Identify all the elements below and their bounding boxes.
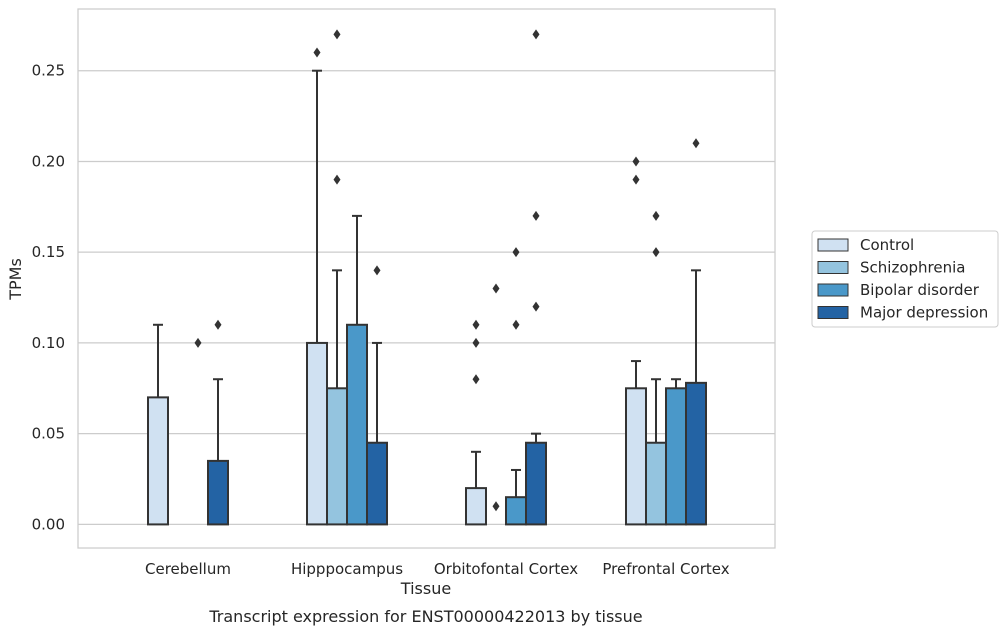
bar	[147, 396, 169, 526]
outlier-point	[632, 156, 640, 167]
legend-swatch	[817, 283, 849, 297]
bar	[207, 459, 229, 526]
outlier-point	[652, 210, 660, 221]
bar	[645, 441, 667, 526]
x-tick-label: Hipppocampus	[291, 560, 403, 578]
bar	[326, 387, 348, 526]
outlier-point	[373, 265, 381, 276]
outlier-point	[532, 210, 540, 221]
outlier-point	[532, 301, 540, 312]
legend-frame	[811, 230, 999, 328]
outlier-point	[472, 337, 480, 348]
legend-label: Schizophrenia	[860, 259, 965, 277]
outlier-point	[492, 283, 500, 294]
legend-swatch	[817, 238, 849, 252]
legend-label: Control	[860, 236, 914, 254]
legend-swatch	[817, 306, 849, 319]
x-tick-label: Orbitofontal Cortex	[434, 560, 578, 578]
outlier-point	[512, 319, 520, 330]
y-tick-labels: 0.00 0.05 0.10 0.15 0.20 0.25	[32, 62, 65, 534]
bar	[306, 341, 328, 526]
outlier-point	[313, 47, 321, 58]
bar	[685, 381, 707, 526]
outlier-points	[194, 29, 700, 512]
bar	[346, 323, 368, 526]
y-tick-label: 0.25	[32, 62, 65, 80]
outlier-point	[472, 319, 480, 330]
legend-label: Major depression	[860, 304, 988, 322]
x-tick-label: Cerebellum	[145, 560, 231, 578]
outlier-point	[512, 247, 520, 258]
x-tick-labels: Cerebellum Hipppocampus Orbitofontal Corte…	[145, 560, 730, 578]
outlier-point	[333, 174, 341, 185]
y-tick-label: 0.05	[32, 425, 65, 443]
outlier-point	[492, 501, 500, 512]
bar	[525, 441, 547, 526]
x-axis-label: Tissue	[400, 579, 451, 598]
grid-lines	[78, 70, 775, 526]
y-axis-label: TPMs	[6, 258, 25, 301]
outlier-point	[194, 337, 202, 348]
bars	[147, 323, 707, 526]
x-tick-label: Prefrontal Cortex	[602, 560, 729, 578]
outlier-point	[532, 29, 540, 40]
y-tick-label: 0.10	[32, 334, 65, 352]
legend-swatch	[817, 261, 849, 274]
y-tick-label: 0.20	[32, 152, 65, 170]
chart-caption: Transcript expression for ENST0000042201…	[208, 607, 642, 626]
y-tick-label: 0.15	[32, 243, 65, 261]
outlier-point	[632, 174, 640, 185]
outlier-point	[692, 138, 700, 149]
outlier-point	[333, 29, 341, 40]
bar	[625, 387, 647, 526]
outlier-point	[472, 374, 480, 385]
bar	[505, 496, 527, 526]
outlier-point	[214, 319, 222, 330]
outlier-point	[652, 247, 660, 258]
bar	[366, 441, 388, 526]
bar	[465, 487, 487, 526]
legend: Control Schizophrenia Bipolar disorder Majo…	[811, 230, 999, 328]
plot-frame	[77, 8, 776, 549]
bar	[665, 387, 687, 526]
y-tick-label: 0.00	[32, 515, 65, 533]
error-bars	[153, 69, 701, 498]
legend-label: Bipolar disorder	[860, 281, 980, 299]
